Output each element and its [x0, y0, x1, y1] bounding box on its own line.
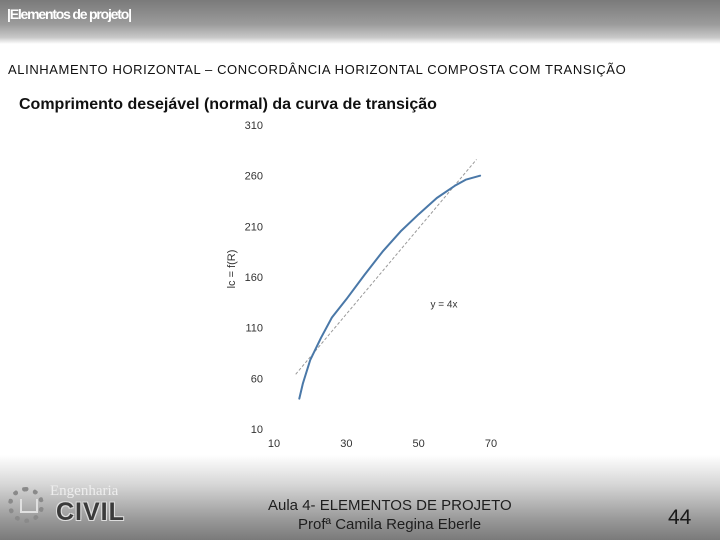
- top-bar: |Elementos de projeto|: [0, 0, 720, 44]
- section-title: |Elementos de projeto|: [7, 6, 132, 22]
- slide-subheading: Comprimento desejável (normal) da curva …: [19, 96, 437, 113]
- data-series-line: [298, 174, 482, 400]
- footer-professor: Profª Camila Regina Eberle: [298, 516, 482, 533]
- x-tick-label: 70: [485, 438, 497, 450]
- trend-line-label: y = 4x: [430, 299, 457, 310]
- footer-course-title: Aula 4- ELEMENTOS DE PROJETO: [268, 497, 512, 514]
- house-icon: [20, 499, 38, 513]
- page-number: 44: [668, 506, 692, 529]
- trend-line: [295, 159, 477, 375]
- logo-top-text: Engenharia: [50, 483, 119, 499]
- footer: [0, 455, 720, 540]
- y-tick-label: 310: [245, 120, 263, 132]
- y-tick-label: 260: [245, 171, 263, 183]
- slide-heading: ALINHAMENTO HORIZONTAL – CONCORDÂNCIA HO…: [8, 62, 627, 77]
- x-tick-label: 50: [413, 438, 425, 450]
- gear-icon: [8, 487, 44, 523]
- x-tick-label: 10: [268, 438, 280, 450]
- y-tick-label: 110: [245, 323, 263, 335]
- y-tick-label: 210: [245, 221, 263, 233]
- y-axis-label: lc = f(R): [226, 250, 238, 289]
- x-tick-label: 30: [340, 438, 352, 450]
- logo-main-text: CIVIL: [56, 498, 125, 526]
- y-tick-label: 60: [251, 373, 263, 385]
- engineering-logo: Engenharia CIVIL: [6, 483, 130, 535]
- y-tick-label: 10: [251, 424, 263, 436]
- y-tick-label: 160: [245, 272, 263, 284]
